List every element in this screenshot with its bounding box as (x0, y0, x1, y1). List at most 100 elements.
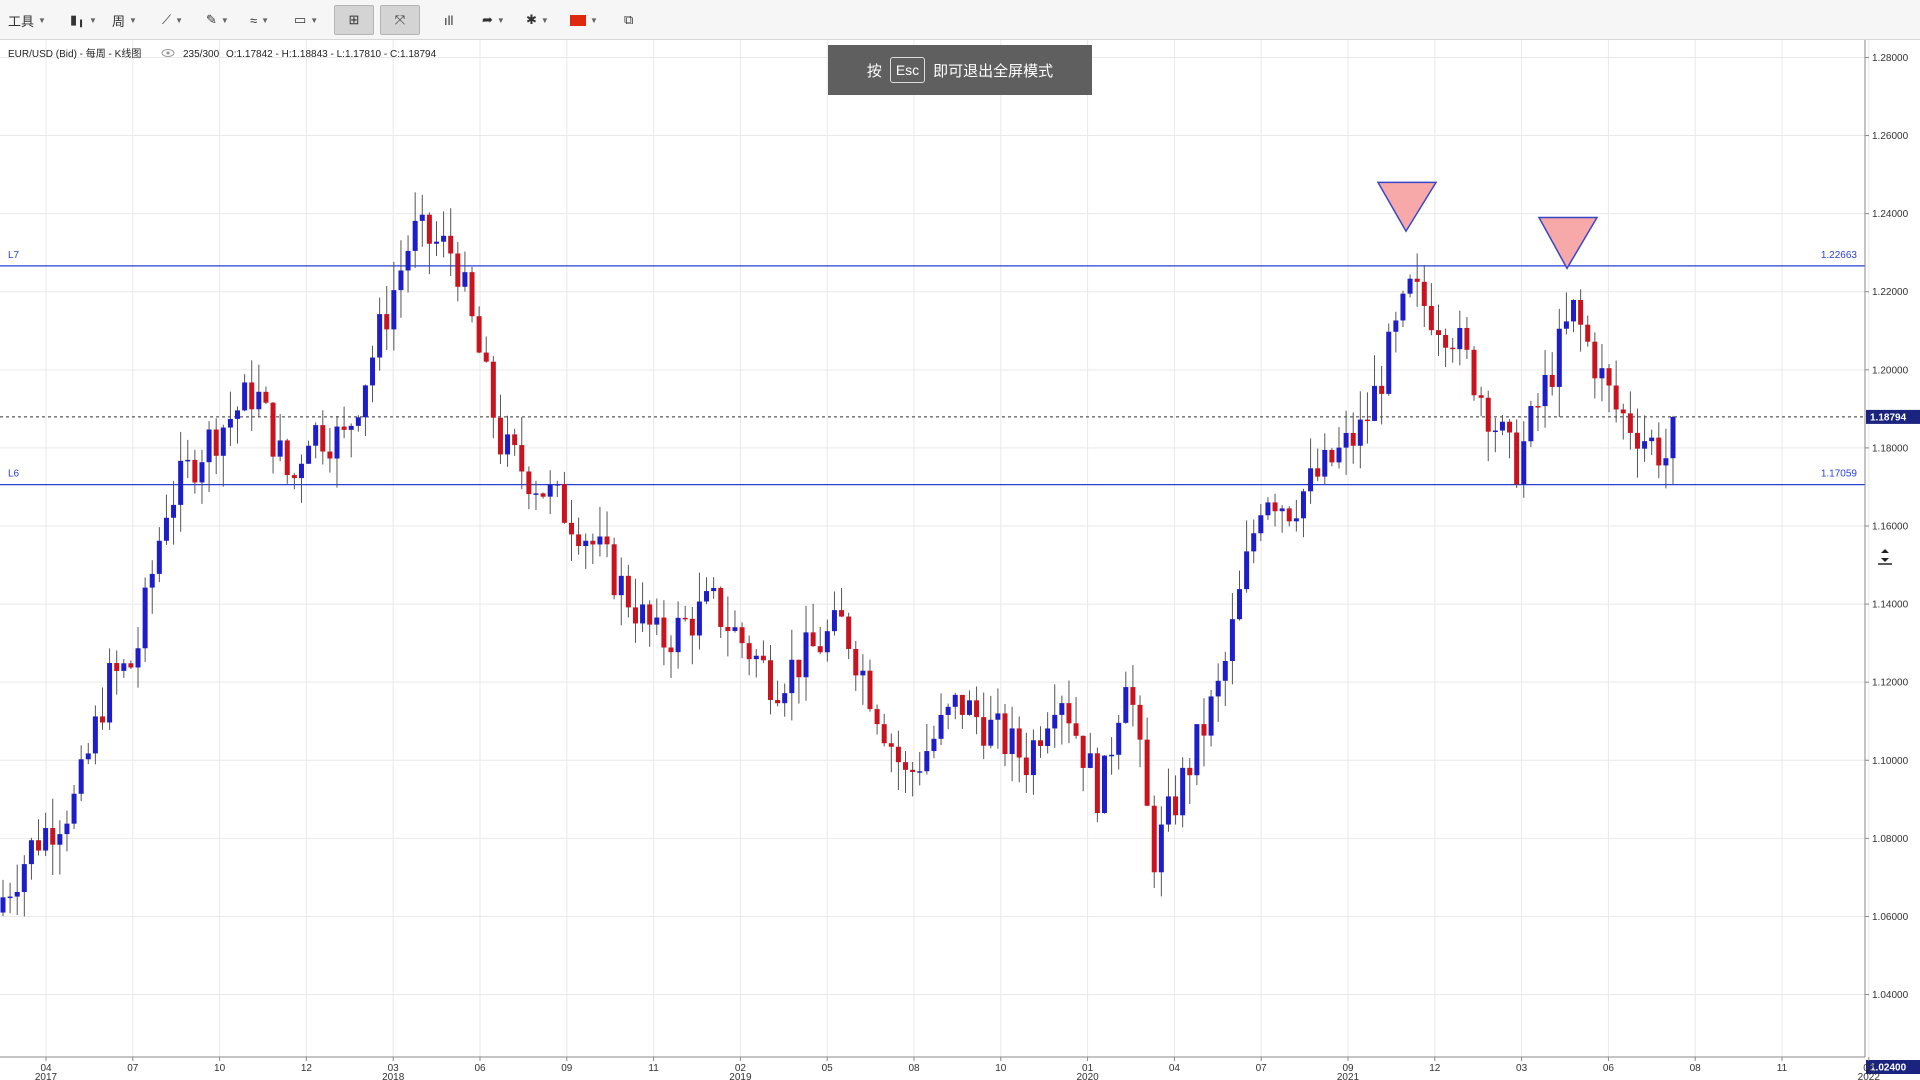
caret-icon: ▼ (496, 15, 505, 25)
bar-chart-button[interactable]: ıll (440, 8, 457, 32)
candle-down (490, 361, 496, 418)
line-tool-button[interactable]: ⟋ ▼ (158, 8, 187, 32)
candle-down (1151, 805, 1157, 873)
candle-down (469, 272, 475, 317)
candle-up (348, 425, 354, 430)
candle-down (36, 840, 42, 851)
candle-up (419, 214, 425, 221)
draw-tool-button[interactable]: ✎ ▼ (202, 8, 233, 32)
candle-up (1400, 293, 1406, 321)
candle-up (28, 840, 34, 865)
candle-down (1187, 767, 1193, 776)
candle-down (874, 709, 880, 725)
candle-down (718, 587, 724, 627)
candlestick-icon: ▮╻ (70, 12, 85, 27)
candle-down (725, 626, 731, 631)
candle-up (1293, 518, 1299, 522)
caret-icon: ▼ (220, 15, 229, 25)
candle-down (1016, 728, 1022, 758)
caret-icon: ▼ (261, 15, 270, 25)
year-label: 2018 (382, 1072, 405, 1080)
candle-down (1073, 723, 1079, 736)
banner-post: 即可退出全屏模式 (933, 62, 1054, 80)
candle-up (554, 484, 560, 486)
bottom-price-tag (1866, 1060, 1920, 1074)
tools-menu[interactable]: 工具 ▼ (4, 8, 50, 32)
candle-up (57, 834, 63, 845)
candle-up (831, 610, 837, 632)
candle-up (533, 493, 539, 495)
candle-down (1627, 413, 1633, 433)
candle-up (377, 314, 383, 358)
indicator-button[interactable]: ≈ ▼ (246, 8, 273, 32)
candle-up (1123, 687, 1129, 723)
candle-up (782, 693, 788, 704)
shape-tool-button[interactable]: ▭ ▼ (290, 8, 322, 32)
color-tool-button[interactable]: ✱ ▼ (522, 8, 553, 32)
candle-down (1428, 305, 1434, 331)
candle-up (71, 793, 77, 824)
candle-up (1265, 502, 1271, 516)
candle-down (1464, 327, 1470, 350)
candle-down (739, 627, 745, 644)
candle-down (895, 746, 901, 763)
x-tick-label: 03 (388, 1063, 400, 1074)
layout-button[interactable]: ⊞ (334, 5, 374, 35)
year-label: 2020 (1076, 1072, 1099, 1080)
tools-label: 工具 (8, 13, 35, 29)
fullscreen-button[interactable]: ⤧ (380, 5, 420, 35)
candle-down (1272, 502, 1278, 512)
candle-down (853, 648, 859, 676)
x-tick-label: 09 (561, 1063, 573, 1074)
candle-down (270, 402, 276, 457)
candle-down (497, 417, 503, 455)
candle-up (1215, 680, 1221, 697)
y-tick-label: 1.22000 (1872, 287, 1909, 298)
candle-up (156, 540, 162, 574)
candle-up (1087, 753, 1093, 768)
candle-up (1670, 416, 1676, 459)
indicator-icon: ≈ (250, 12, 258, 28)
arrow-icon: ➦ (482, 12, 493, 27)
candle-type-button[interactable]: ▮╻ ▼ (66, 8, 101, 32)
candle-up (597, 536, 603, 545)
arrow-tool-button[interactable]: ➦ ▼ (478, 8, 509, 32)
candlesticks (0, 192, 1676, 917)
x-tick-label: 06 (1603, 1063, 1615, 1074)
x-tick-label: 08 (908, 1063, 920, 1074)
price-chart[interactable]: L7 1.22663 L6 1.17059 1.28000 1.26000 1.24000… (0, 40, 1920, 1080)
candle-up (1492, 430, 1498, 433)
x-tick-label: 02 (1863, 1063, 1875, 1074)
fullscreen-exit-banner: 按 Esc 即可退出全屏模式 (828, 45, 1092, 95)
candle-up (313, 425, 319, 446)
y-axis: 1.28000 1.26000 1.24000 1.22000 1.20000 1.180… (1864, 40, 1920, 1074)
period-menu[interactable]: 周 ▼ (108, 8, 141, 32)
candle-down (114, 663, 120, 671)
candle-down (1201, 724, 1207, 736)
candle-down (604, 536, 610, 545)
candle-up (1336, 447, 1342, 463)
eye-icon[interactable] (161, 49, 175, 57)
bottom-price-label: 1.02400 (1870, 1063, 1907, 1074)
candle-down (320, 425, 326, 452)
x-tick-label: 12 (301, 1063, 313, 1074)
candle-up (1457, 327, 1463, 350)
candle-up (803, 632, 809, 678)
candle-up (64, 823, 70, 835)
candle-down (1002, 713, 1008, 755)
level-name: L6 (8, 469, 20, 480)
candle-up (135, 648, 141, 668)
candle-up (1180, 767, 1186, 816)
year-label: 2021 (1337, 1072, 1360, 1080)
candle-up (753, 655, 759, 660)
candle-up (988, 719, 994, 746)
candle-up (405, 250, 411, 271)
scale-toggle-icon[interactable] (1876, 548, 1894, 565)
candle-up (85, 753, 91, 760)
current-price-tag (1866, 409, 1920, 424)
candle-up (0, 897, 6, 913)
language-button[interactable]: ▼ (566, 8, 602, 32)
caret-icon: ▼ (540, 15, 549, 25)
x-tick-label: 07 (127, 1063, 139, 1074)
detach-button[interactable]: ⧉ (620, 8, 637, 32)
